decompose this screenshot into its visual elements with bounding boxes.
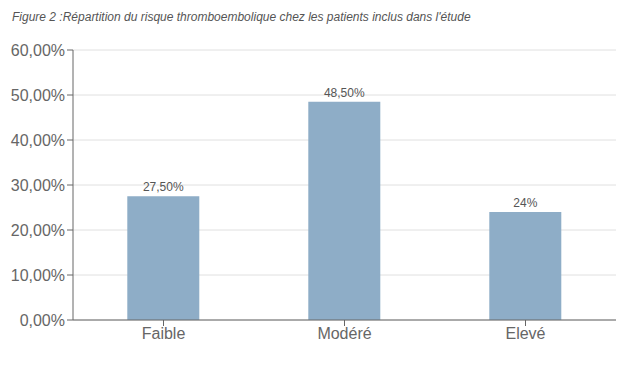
html-text:Figure 2 :Répartition du risqu: Figure 2 :Répartition du risque thromboe…: [12, 10, 471, 24]
svg-text:60,00%: 60,00%: [11, 42, 65, 59]
svg-text:40,00%: 40,00%: [11, 132, 65, 149]
svg-text:24%: 24%: [513, 196, 537, 210]
svg-text:20,00%: 20,00%: [11, 222, 65, 239]
svg-text:48,50%: 48,50%: [324, 86, 365, 100]
svg-text:27,50%: 27,50%: [143, 180, 184, 194]
svg-text:Elevé: Elevé: [505, 325, 545, 342]
svg-text:0,00%: 0,00%: [20, 312, 65, 329]
svg-text:Faible: Faible: [142, 325, 186, 342]
svg-text:30,00%: 30,00%: [11, 177, 65, 194]
svg-text:Modéré: Modéré: [317, 325, 371, 342]
svg-text:10,00%: 10,00%: [11, 267, 65, 284]
svg-text:50,00%: 50,00%: [11, 87, 65, 104]
